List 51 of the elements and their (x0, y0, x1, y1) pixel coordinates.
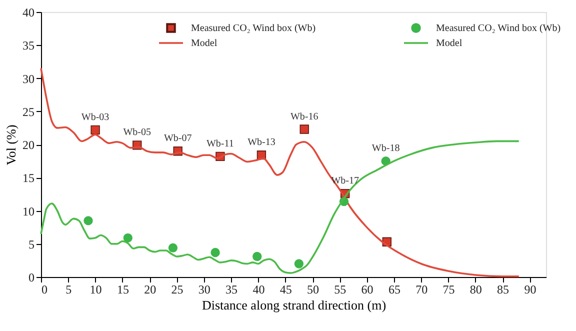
x-tick-label: 20 (144, 282, 156, 296)
annotation: Wb-16 (290, 111, 318, 122)
x-tick-label: 70 (416, 282, 428, 296)
legend-label: Measured CO₂ Wind box (Wb) (191, 23, 316, 34)
x-tick-label: 85 (497, 282, 510, 296)
y-tick-label: 0 (28, 270, 34, 284)
x-tick-label: 10 (90, 282, 102, 296)
annotation: Wb-11 (206, 138, 234, 150)
y-tick-label: 5 (28, 237, 34, 252)
x-tick-label: 30 (198, 282, 210, 296)
x-tick-label: 25 (171, 282, 184, 296)
y-tick-label: 15 (22, 171, 34, 186)
x-tick-label: 40 (252, 282, 265, 296)
line-series (40, 67, 520, 278)
legend-label: Model (191, 38, 218, 49)
y-axis-title: Vol (%) (4, 124, 18, 166)
legend-label: Model (436, 38, 462, 49)
x-tick-label: 35 (226, 282, 238, 296)
annotation: Wb-03 (81, 112, 110, 123)
x-tick-label: 65 (388, 282, 400, 296)
legend-label: Measured CO₂ Wind box (Wb) (436, 23, 561, 34)
annotation: Wb-13 (248, 137, 276, 148)
x-tick-label: 90 (524, 282, 536, 296)
x-tick-label: 60 (361, 282, 374, 296)
y-tick-label: 30 (22, 72, 34, 86)
y-tick-label: 25 (22, 104, 34, 119)
x-tick-label: 55 (334, 282, 346, 296)
point (90, 125, 100, 135)
point (84, 216, 93, 226)
y-tick-label: 40 (22, 6, 34, 20)
annotation: Wb-07 (164, 133, 192, 144)
point (294, 259, 304, 268)
line-series (40, 140, 520, 274)
x-tick-label: 80 (470, 282, 482, 296)
point (123, 233, 132, 242)
y-tick-label: 20 (22, 138, 34, 152)
point (252, 252, 262, 262)
point (168, 243, 178, 252)
x-tick-label: 50 (307, 282, 320, 296)
x-tick-label: 75 (442, 282, 455, 296)
annotation: Wb-18 (372, 143, 400, 154)
point (210, 248, 220, 258)
annotation: Wb-05 (123, 127, 152, 138)
x-axis-title: Distance along strand direction (m) (202, 298, 386, 312)
point (300, 124, 309, 134)
x-tick-label: 5 (66, 282, 72, 296)
x-tick-label: 0 (42, 282, 48, 296)
x-tick-label: 45 (280, 282, 292, 296)
x-tick-label: 15 (116, 282, 129, 296)
y-tick-label: 10 (22, 204, 34, 218)
y-tick-label: 35 (22, 38, 34, 53)
